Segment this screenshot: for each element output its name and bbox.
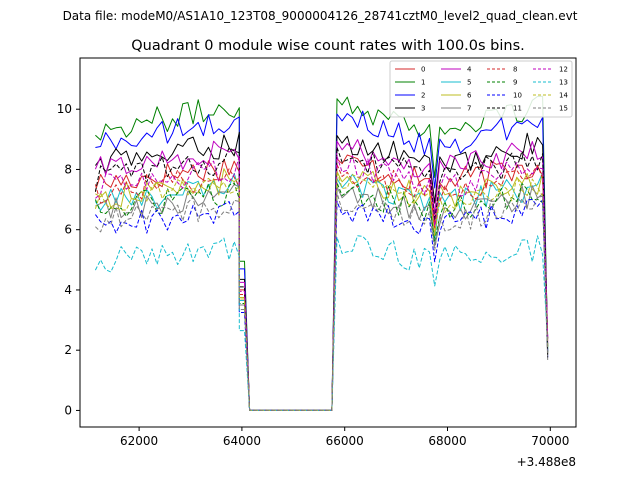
legend-label: 5	[467, 79, 471, 87]
legend-label: 9	[513, 79, 517, 87]
y-tick-label: 10	[57, 102, 72, 116]
series-line-13	[94, 235, 549, 411]
legend-label: 8	[513, 66, 517, 74]
chart-suptitle: Data file: modeM0/AS1A10_123T08_90000041…	[63, 9, 578, 23]
x-tick-label: 62000	[120, 434, 158, 448]
legend-box	[389, 60, 573, 118]
x-tick-label: 66000	[326, 434, 364, 448]
chart-title: Quadrant 0 module wise count rates with …	[131, 38, 525, 54]
legend-label: 15	[559, 105, 568, 113]
legend-label: 3	[421, 105, 425, 113]
y-tick-label: 8	[64, 162, 72, 176]
x-tick-label: 70000	[531, 434, 569, 448]
legend-label: 7	[467, 105, 471, 113]
series-line-11	[94, 146, 549, 411]
x-axis: 62000 64000 66000 68000 70000	[120, 427, 569, 448]
legend-label: 14	[559, 92, 568, 100]
legend-label: 0	[421, 66, 425, 74]
legend-label: 11	[513, 105, 522, 113]
series-line-15	[95, 191, 549, 411]
legend-label: 2	[421, 92, 425, 100]
x-offset-label: +3.488e8	[517, 455, 576, 469]
x-tick-label: 64000	[223, 434, 261, 448]
series-line-9	[94, 182, 549, 411]
y-tick-label: 4	[64, 283, 72, 297]
y-axis: 0 2 4 6 8 10	[57, 102, 80, 417]
y-tick-label: 6	[64, 223, 72, 237]
legend-label: 4	[467, 66, 472, 74]
series-layer	[94, 95, 549, 411]
legend-label: 6	[467, 92, 472, 100]
y-tick-label: 0	[64, 403, 72, 417]
legend-label: 12	[559, 66, 568, 74]
plot-frame	[79, 57, 577, 428]
series-line-14	[94, 170, 549, 411]
legend-label: 1	[421, 79, 425, 87]
legend-label: 13	[559, 79, 568, 87]
legend-label: 10	[513, 92, 522, 100]
y-tick-label: 2	[64, 343, 72, 357]
x-tick-label: 68000	[428, 434, 466, 448]
series-line-8	[94, 163, 549, 411]
